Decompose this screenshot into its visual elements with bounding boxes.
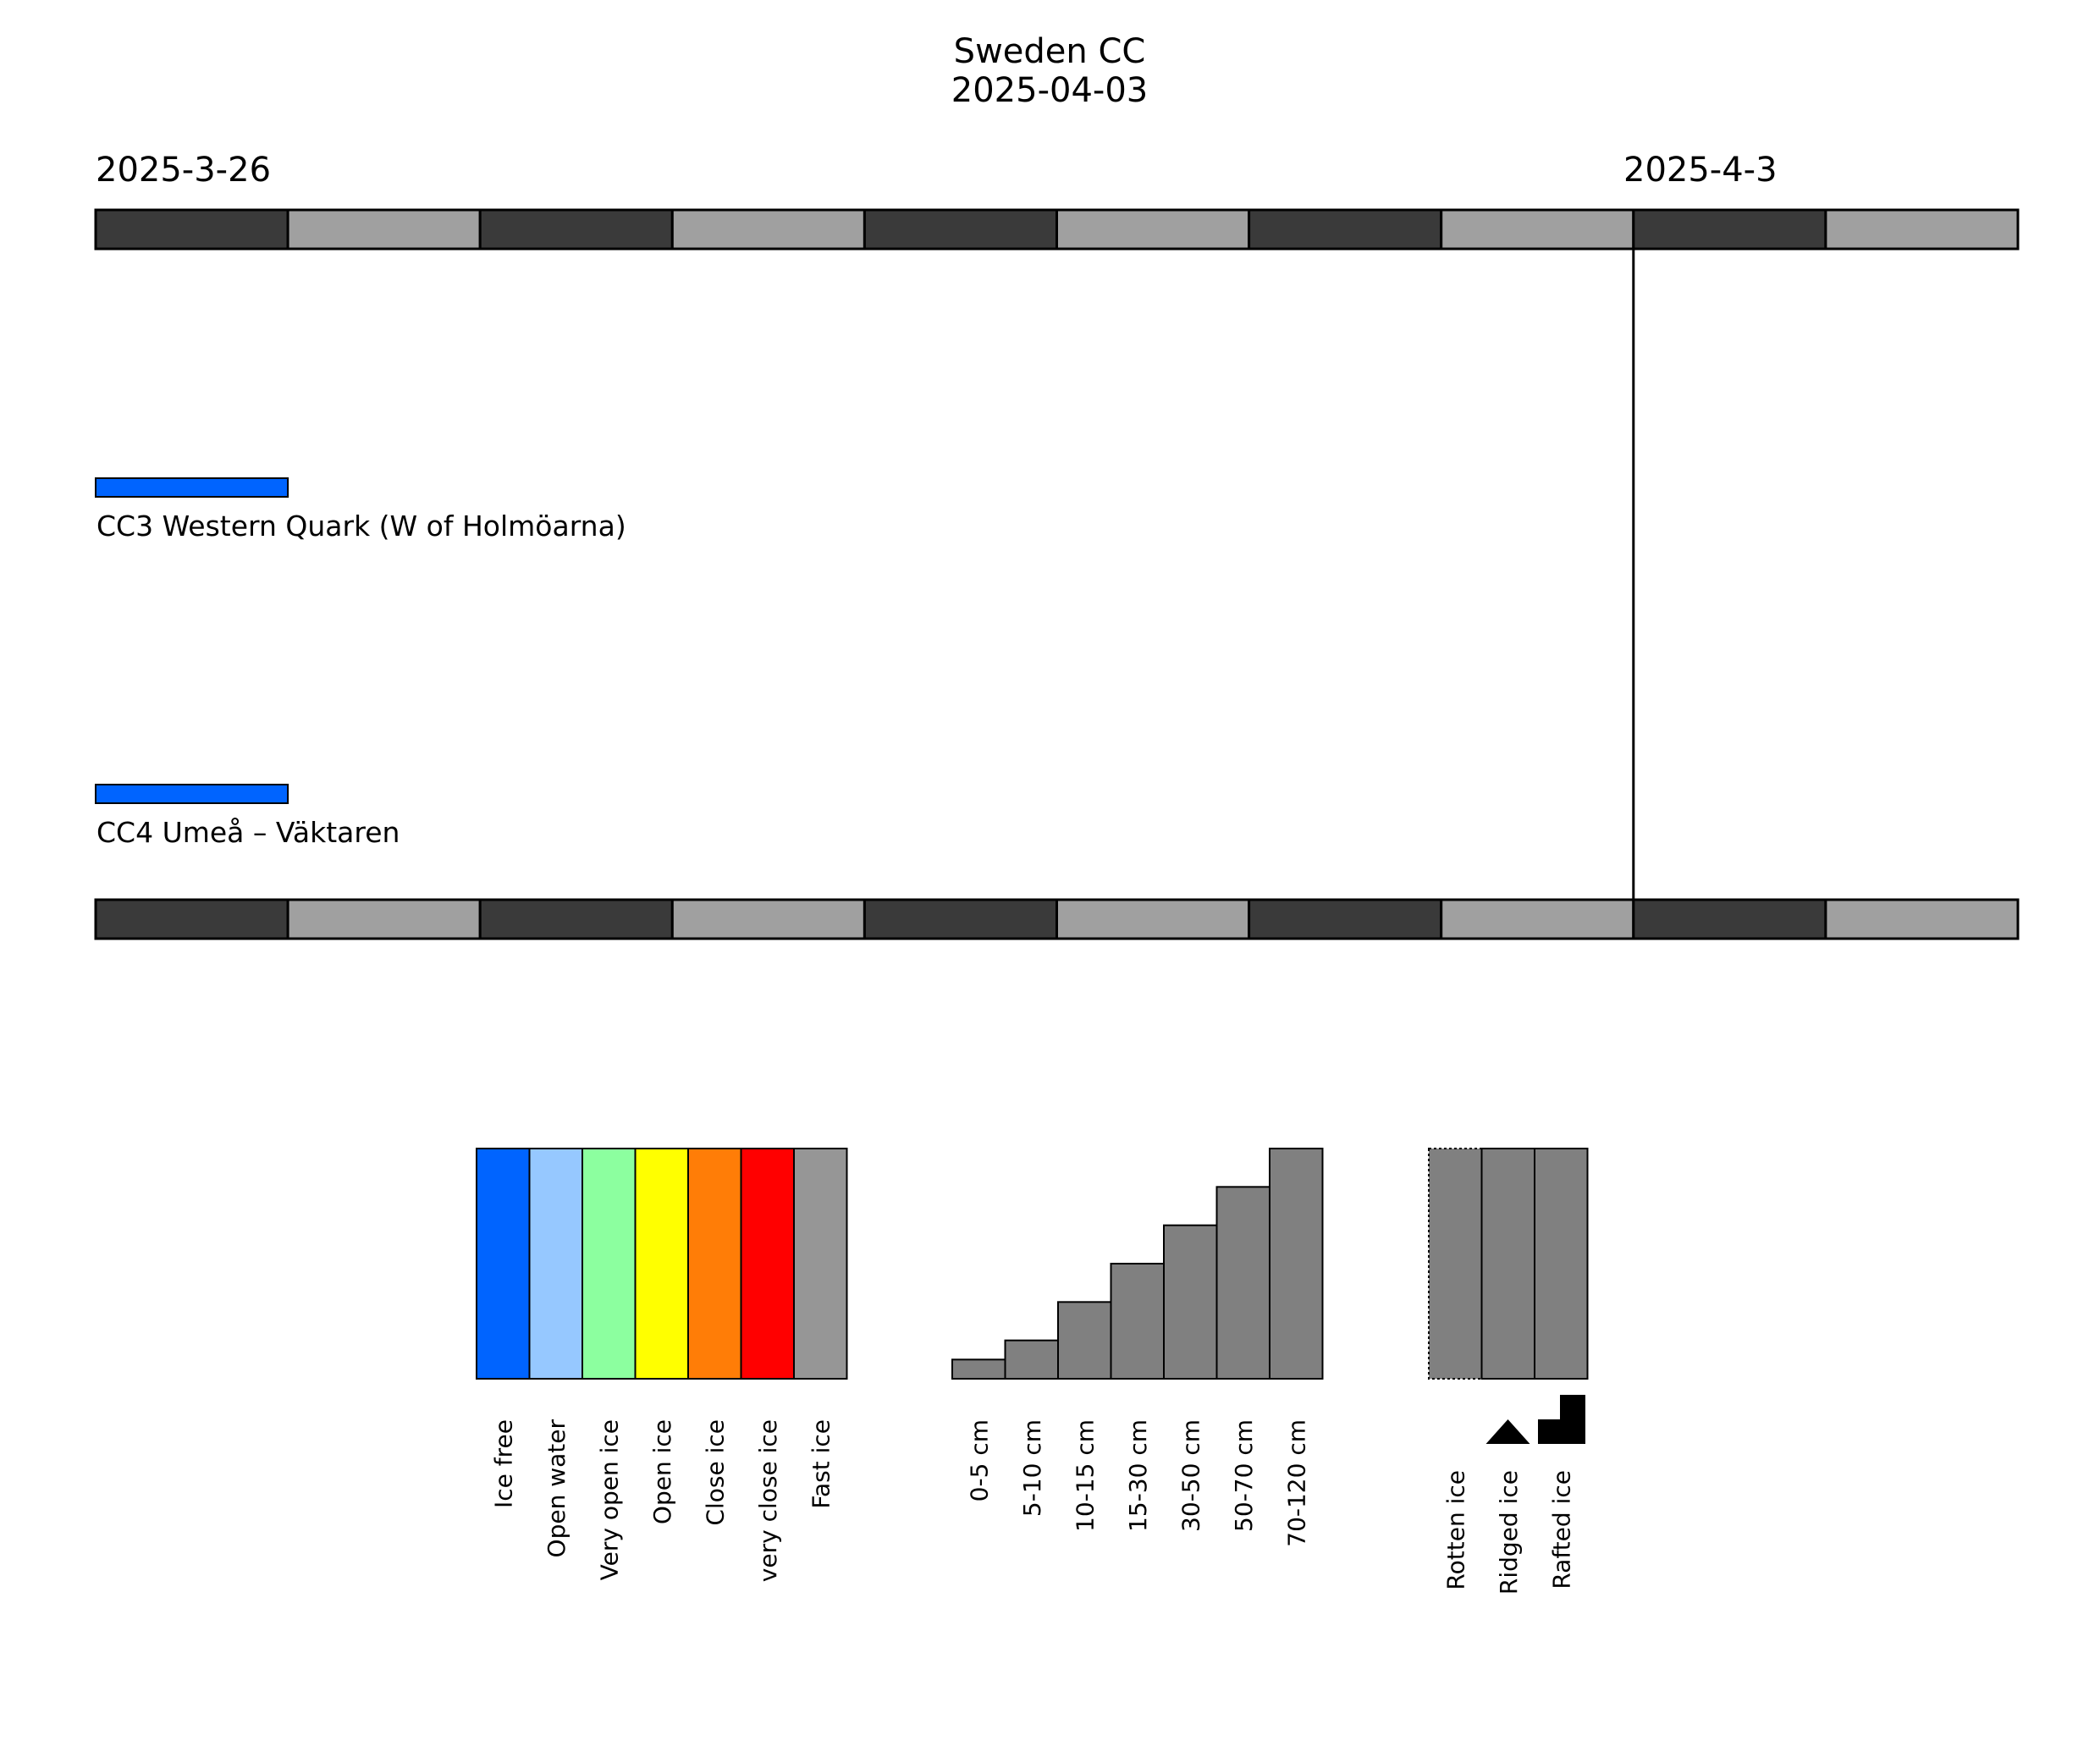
legend-label: 70-120 cm (1282, 1419, 1310, 1547)
top-day-cell (863, 208, 1059, 251)
timeline-start-label: 2025-3-26 (96, 151, 271, 190)
series-segment (95, 784, 289, 804)
legend-swatch (740, 1148, 795, 1380)
top-day-cell (1824, 208, 2020, 251)
top-day-cell (670, 208, 866, 251)
legend-label: 10-15 cm (1071, 1419, 1099, 1532)
legend-label: Fast ice (807, 1419, 835, 1509)
legend-swatch (634, 1148, 689, 1380)
legend-features: Rotten ice Ridged ice Rafted ice (1428, 1148, 1589, 1595)
bottom-day-cell (863, 898, 1059, 940)
bottom-day-cell (94, 898, 289, 940)
legend-swatch (951, 1358, 1006, 1380)
top-day-cell (94, 208, 289, 251)
legend-swatch (581, 1148, 637, 1380)
bottom-day-cell (1248, 898, 1443, 940)
legend-label: 0-5 cm (965, 1419, 993, 1501)
legend-label: 30-50 cm (1177, 1419, 1204, 1532)
bottom-day-cell (286, 898, 482, 940)
legend-swatch (1215, 1186, 1270, 1380)
legend-swatch (1057, 1301, 1112, 1380)
series-segment (95, 477, 289, 498)
legend-swatch (1110, 1263, 1165, 1380)
top-day-cell (1056, 208, 1251, 251)
series-label: CC3 Western Quark (W of Holmöarna) (96, 510, 626, 543)
legend-swatch (1534, 1148, 1589, 1380)
timeline-end-label: 2025-4-3 (1623, 151, 1778, 190)
bottom-day-cell (1824, 898, 2020, 940)
bottom-day-cell (670, 898, 866, 940)
legend-swatch (1163, 1224, 1218, 1380)
legend-thickness: 0-5 cm 5-10 cm 10-15 cm 15-30 cm 30-50 cm 50-… (951, 1148, 1324, 1547)
legend-label: 15-30 cm (1124, 1419, 1152, 1532)
chart-title-line2: 2025-04-03 (951, 71, 1148, 110)
ridged-ice-icon (1485, 1419, 1530, 1444)
legend-swatch (1269, 1148, 1324, 1380)
legend-label: Close ice (701, 1419, 729, 1526)
chart-title-line1: Sweden CC (954, 32, 1146, 71)
legend-swatch (528, 1148, 583, 1380)
legend-label: Rotten ice (1441, 1470, 1469, 1590)
legend-label: Ice free (489, 1419, 517, 1508)
bottom-day-cell (478, 898, 674, 940)
bottom-day-bar (94, 898, 2020, 940)
top-day-cell (1248, 208, 1443, 251)
bottom-day-cell (1056, 898, 1251, 940)
legend-concentration: Ice free Open water Very open ice Open ice C… (476, 1148, 848, 1582)
legend-label: Very open ice (595, 1419, 623, 1580)
legend-swatch (793, 1148, 848, 1380)
legend-label: Ridged ice (1495, 1470, 1523, 1595)
series-label: CC4 Umeå – Väktaren (96, 816, 400, 849)
legend-swatch (687, 1148, 742, 1380)
series-rows: CC3 Western Quark (W of Holmöarna) CC4 Um… (95, 477, 626, 849)
top-day-cell (478, 208, 674, 251)
legend-swatch (1004, 1339, 1059, 1380)
top-day-cell (1440, 208, 1635, 251)
top-day-bar (94, 208, 2020, 251)
rafted-ice-icon (1538, 1395, 1585, 1444)
legend-label: 50-70 cm (1230, 1419, 1258, 1532)
legend-label: Rafted ice (1547, 1470, 1575, 1589)
top-day-cell (286, 208, 482, 251)
legend-swatch (1480, 1148, 1535, 1380)
legend-label: Open ice (648, 1419, 676, 1524)
bottom-day-cell (1440, 898, 1635, 940)
legend-swatch (1428, 1148, 1483, 1380)
bottom-day-cell (1632, 898, 1827, 940)
legend-swatch (476, 1148, 531, 1380)
legend-label: Open water (543, 1419, 570, 1558)
top-day-cell (1632, 208, 1827, 251)
legend-label: very close ice (754, 1419, 782, 1582)
legend-label: 5-10 cm (1018, 1419, 1046, 1517)
